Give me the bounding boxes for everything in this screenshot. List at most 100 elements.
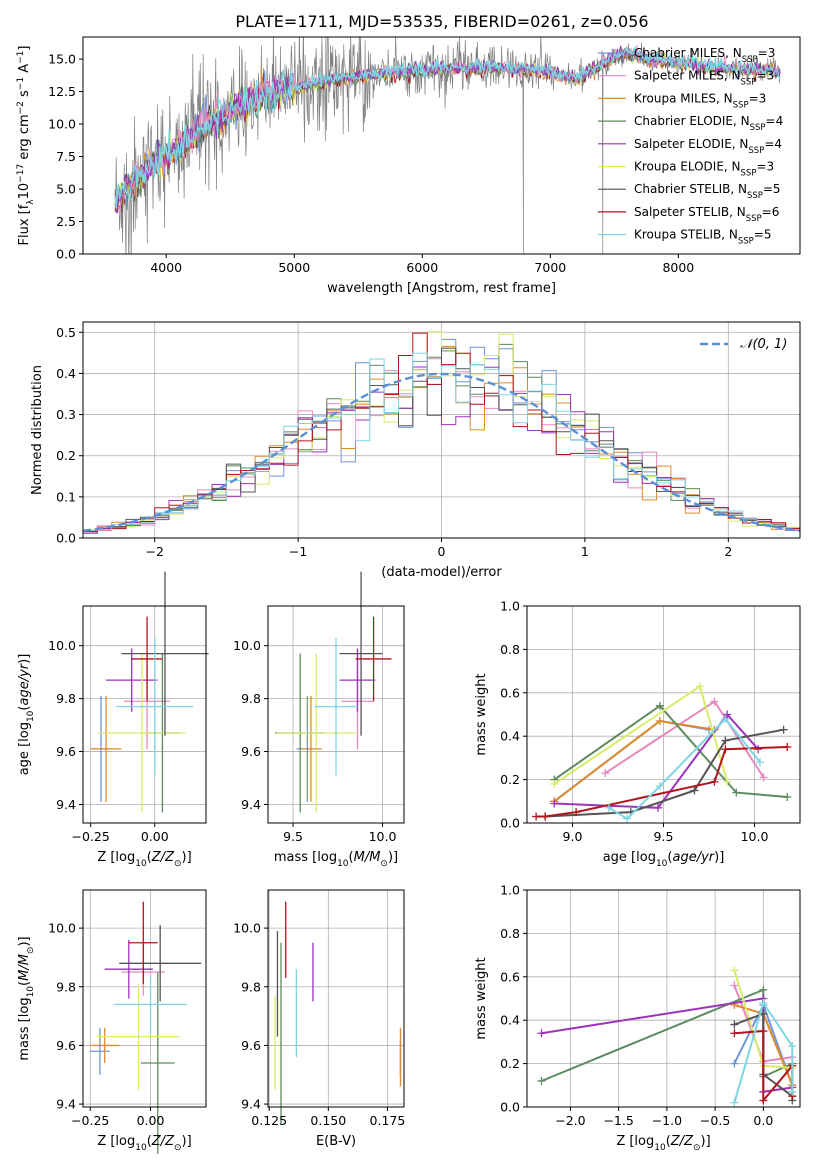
spectrum-xtick-label: 6000 — [406, 260, 438, 275]
weight-marker-chabrier-stelib — [721, 736, 730, 745]
residuals-xlabel: (data-model)/error — [381, 565, 502, 580]
weight-marker-kroupa-stelib — [788, 1087, 797, 1096]
normal-curve — [83, 372, 800, 532]
residuals-ytick-label: 0.2 — [56, 448, 76, 463]
age-vs-mass-ytick-label: 9.6 — [241, 744, 261, 759]
weight-vs-z-frame — [526, 889, 801, 1108]
mass-vs-z-panel: −0.25 0.00 9.4 9.6 9.8 10.0 Z [log10(Z/Z⊙)] mas… — [17, 889, 207, 1154]
weight-vs-z-xtick-label: −1.5 — [603, 1113, 633, 1128]
weight-vs-z-ytick-label: 0.4 — [500, 1013, 520, 1028]
weight-marker-chabrier-elodie — [759, 985, 768, 994]
weight-vs-age-ytick-label: 0.8 — [500, 642, 520, 657]
weight-marker-salpeter-stelib — [759, 1027, 768, 1036]
mass-vs-ebv-ytick-label: 9.6 — [241, 1038, 261, 1053]
weight-marker-kroupa-miles — [655, 717, 664, 726]
mass-vs-z-xtick-label: −0.25 — [71, 1113, 109, 1128]
weight-marker-salpeter-elodie — [723, 710, 732, 719]
mass-vs-z-ytick-label: 9.4 — [56, 1097, 76, 1112]
mass-vs-ebv-ytick-label: 9.8 — [241, 979, 261, 994]
weight-marker-chabrier-stelib — [690, 786, 699, 795]
legend-label-kroupa-stelib: Kroupa STELIB, NSSP=5 — [634, 228, 772, 247]
residuals-xtick-label: 0 — [438, 544, 446, 559]
weight-marker-kroupa-stelib — [655, 782, 664, 791]
weight-vs-z-xtick-label: 0.0 — [753, 1113, 773, 1128]
legend-label-salpeter-stelib: Salpeter STELIB, NSSP=6 — [634, 205, 779, 224]
age-vs-mass-xlabel: mass [log10(M/M⊙)] — [274, 850, 398, 869]
mass-vs-z-ytick-label: 9.8 — [56, 979, 76, 994]
residuals-ytick-label: 0.3 — [56, 407, 76, 422]
weight-vs-age-xtick-label: 9.0 — [563, 829, 583, 844]
age-vs-mass-ytick-label: 10.0 — [233, 638, 261, 653]
residuals-xtick-label: −2 — [145, 544, 163, 559]
residuals-ytick-label: 0.0 — [56, 531, 76, 546]
weight-marker-chabrier-elodie — [783, 792, 792, 801]
legend-label-chabrier-stelib: Chabrier STELIB, NSSP=5 — [634, 182, 781, 201]
weight-marker-chabrier-stelib — [779, 725, 788, 734]
weight-vs-age-ytick-label: 0.0 — [500, 816, 520, 831]
mass-vs-ebv-ytick-label: 9.4 — [241, 1097, 261, 1112]
mass-vs-ebv-frame — [267, 889, 405, 1108]
weight-vs-z-ytick-label: 1.0 — [500, 883, 520, 898]
weight-vs-z-xtick-label: −0.5 — [700, 1113, 730, 1128]
age-vs-mass-panel: 9.5 10.0 9.4 9.6 9.8 10.0 mass [log10(M/M⊙)] — [233, 571, 405, 869]
weight-marker-salpeter-stelib — [730, 1029, 739, 1038]
weight-vs-z-xlabel: Z [log10(Z/Z⊙)] — [616, 1134, 710, 1153]
spectrum-ytick-label: 12.5 — [48, 84, 76, 99]
age-vs-z-ytick-label: 9.8 — [56, 691, 76, 706]
age-vs-mass-frame — [267, 605, 405, 824]
weight-vs-z-ylabel: mass weight — [474, 957, 489, 1039]
weight-marker-kroupa-elodie — [730, 966, 739, 975]
weight-marker-kroupa-stelib — [721, 714, 730, 723]
age-vs-mass-ytick-label: 9.8 — [241, 691, 261, 706]
weight-marker-salpeter-miles — [730, 981, 739, 990]
weight-marker-kroupa-stelib — [604, 803, 613, 812]
age-vs-z-xtick-label: −0.25 — [72, 829, 110, 844]
mass-vs-z-ytick-label: 9.6 — [56, 1038, 76, 1053]
weight-marker-salpeter-stelib — [532, 812, 541, 821]
weight-marker-kroupa-stelib — [788, 1042, 797, 1051]
weight-marker-salpeter-miles — [601, 769, 610, 778]
age-vs-z-panel: −0.25 0.00 9.4 9.6 9.8 10.0 Z [log10(Z/Z⊙)] age… — [17, 571, 209, 869]
weight-marker-salpeter-elodie — [654, 803, 663, 812]
age-vs-mass-xtick-label: 9.5 — [283, 829, 303, 844]
spectrum-frame — [82, 36, 801, 255]
weight-marker-chabrier-miles — [730, 1059, 739, 1068]
legend-label-chabrier-miles: Chabrier MILES, NSSP=3 — [634, 46, 775, 65]
weight-marker-kroupa-elodie — [723, 777, 732, 786]
weight-marker-salpeter-stelib — [541, 812, 550, 821]
age-vs-z-ytick-label: 9.4 — [56, 797, 76, 812]
spectrum-ytick-label: 0.0 — [56, 247, 76, 262]
residuals-ytick-label: 0.5 — [56, 325, 76, 340]
spectrum-data-line — [114, 37, 781, 254]
residuals-xtick-label: −1 — [289, 544, 307, 559]
weight-vs-age-ytick-label: 1.0 — [500, 599, 520, 614]
mass-vs-z-frame — [82, 889, 207, 1108]
weight-marker-kroupa-stelib — [623, 814, 632, 823]
spectrum-model-chabrier-stelib — [114, 47, 781, 214]
weight-line-salpeter-miles — [604, 700, 765, 778]
legend-label-kroupa-miles: Kroupa MILES, NSSP=3 — [634, 91, 766, 110]
weight-marker-kroupa-elodie — [550, 779, 559, 788]
weight-vs-age-ytick-label: 0.6 — [500, 685, 520, 700]
weight-vs-age-xtick-label: 10.0 — [741, 829, 769, 844]
weight-marker-kroupa-stelib — [755, 758, 764, 767]
spectrum-ytick-label: 2.5 — [56, 214, 76, 229]
weight-marker-salpeter-stelib — [783, 743, 792, 752]
weight-vs-age-panel: 9.0 9.5 10.0 0.0 0.2 0.4 0.6 0.8 1.0 age [log10(a… — [474, 599, 801, 869]
spectrum-xtick-label: 5000 — [278, 260, 310, 275]
age-vs-z-ytick-label: 9.6 — [56, 744, 76, 759]
legend-label-chabrier-elodie: Chabrier ELODIE, NSSP=4 — [634, 114, 783, 133]
spectrum-legend: Chabrier MILES, NSSP=3 Salpeter MILES, NS… — [598, 46, 783, 247]
weight-marker-chabrier-stelib — [730, 1020, 739, 1029]
weight-marker-salpeter-miles — [710, 697, 719, 706]
age-vs-z-frame — [82, 605, 207, 824]
weight-vs-age-xlabel: age [log10(age/yr)] — [603, 850, 725, 869]
weight-vs-z-xtick-label: −1.0 — [652, 1113, 682, 1128]
residuals-xtick-label: 1 — [581, 544, 589, 559]
weight-marker-salpeter-stelib — [710, 777, 719, 786]
figure-title: PLATE=1711, MJD=53535, FIBERID=0261, z=0… — [235, 12, 649, 31]
weight-marker-kroupa-elodie — [695, 682, 704, 691]
weight-line-kroupa-stelib — [733, 1000, 794, 1103]
weight-marker-salpeter-stelib — [572, 808, 581, 817]
weight-vs-z-ytick-label: 0.2 — [500, 1056, 520, 1071]
